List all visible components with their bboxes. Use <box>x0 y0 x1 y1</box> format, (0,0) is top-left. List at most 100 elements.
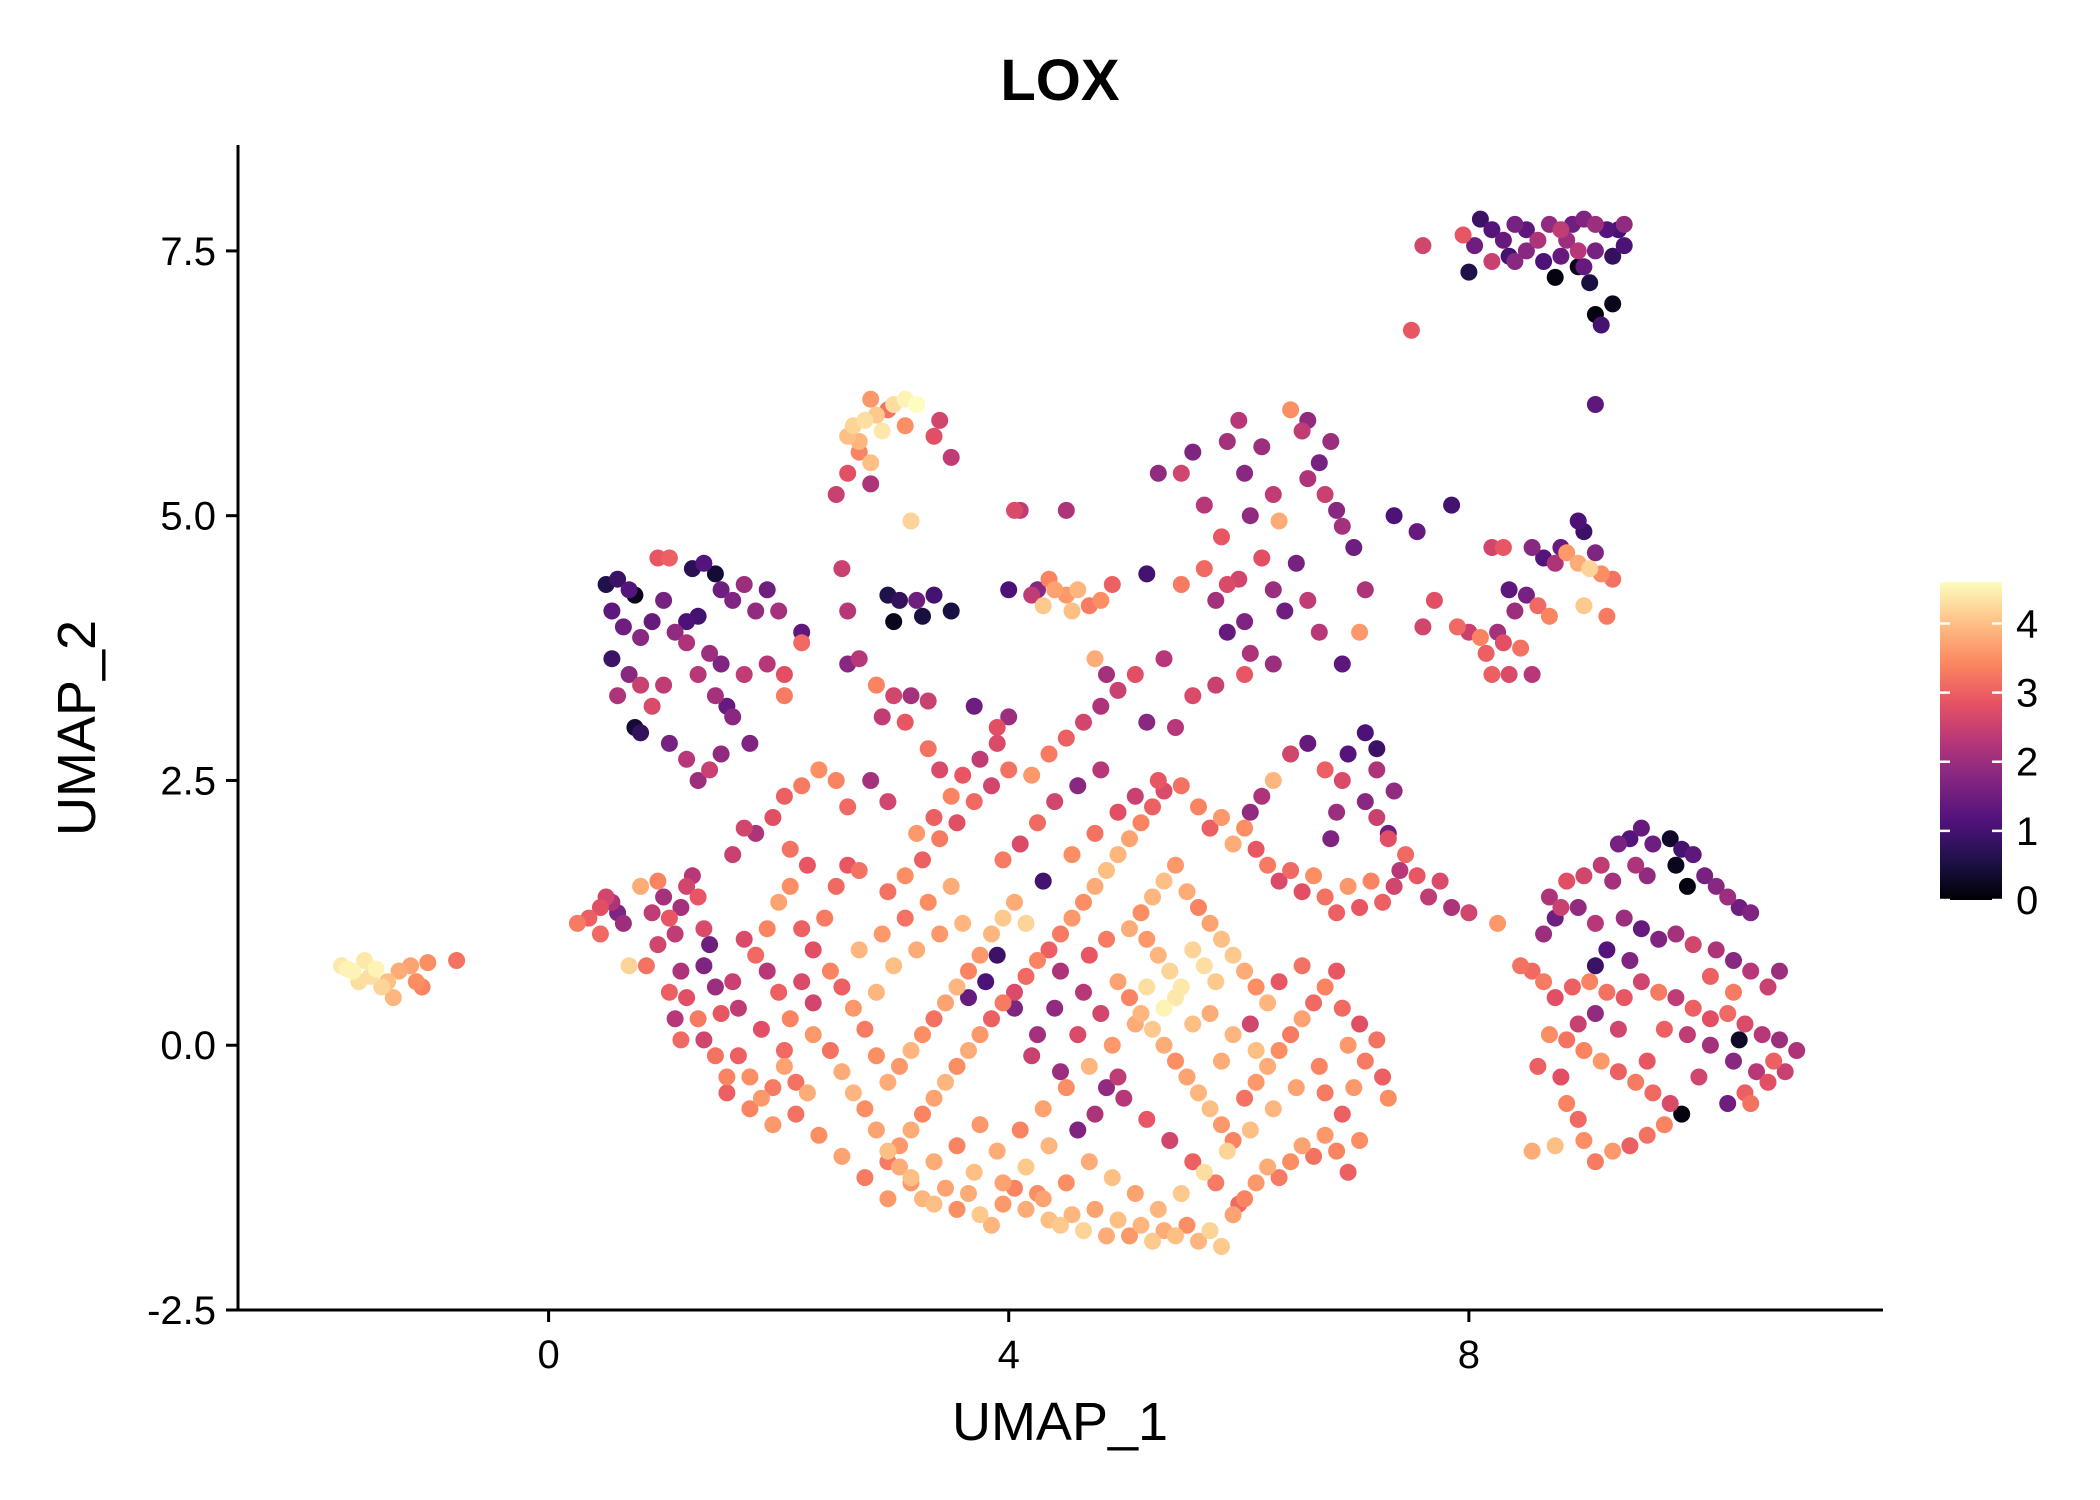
cell-point <box>1149 464 1167 482</box>
cell-point <box>1310 1057 1328 1075</box>
cell-point <box>1333 999 1351 1017</box>
cell-point <box>1546 268 1564 286</box>
cell-point <box>1190 1232 1207 1250</box>
cell-point <box>1213 809 1230 826</box>
cell-point <box>1161 962 1179 980</box>
cell-point <box>885 687 903 705</box>
cell-point <box>620 957 638 975</box>
cell-point <box>632 877 650 895</box>
cell-point <box>1310 454 1328 472</box>
cell-point <box>1615 989 1633 1007</box>
cell-point <box>862 454 880 472</box>
cell-point <box>1259 1057 1277 1075</box>
colorbar-tick-label: 2 <box>2016 741 2038 785</box>
cell-point <box>1184 443 1202 461</box>
cell-point <box>1351 623 1369 641</box>
cell-point <box>1517 586 1535 604</box>
cell-point <box>1017 1158 1035 1176</box>
cell-point <box>1299 591 1317 609</box>
cell-point <box>695 554 713 572</box>
cell-point <box>660 983 678 1001</box>
cell-point <box>1167 1052 1184 1070</box>
cell-point <box>1552 247 1570 265</box>
cell-point <box>1575 597 1593 615</box>
cell-point <box>1023 1047 1041 1065</box>
cell-point <box>1264 1100 1282 1118</box>
cell-point <box>1575 867 1593 885</box>
cell-point <box>896 713 914 731</box>
colorbar-gradient <box>1940 582 2002 900</box>
cell-point <box>724 973 742 991</box>
cell-point <box>1207 1174 1225 1192</box>
cell-point <box>862 772 880 789</box>
cell-point <box>632 724 650 742</box>
cell-point <box>660 734 678 752</box>
cell-point <box>1086 824 1104 842</box>
cell-point <box>1293 883 1311 901</box>
cell-point <box>1345 539 1363 556</box>
cell-point <box>1264 581 1282 599</box>
cell-point <box>1098 666 1115 683</box>
cell-point <box>678 750 696 768</box>
cell-point <box>908 824 926 842</box>
cell-point <box>1569 242 1587 260</box>
cell-point <box>1247 1042 1265 1059</box>
cell-point <box>1368 740 1386 758</box>
cell-point <box>983 925 1000 943</box>
cell-point <box>1678 1026 1696 1044</box>
cell-point <box>775 1042 793 1059</box>
cell-point <box>729 999 747 1017</box>
cell-point <box>1586 242 1604 260</box>
cell-point <box>1598 983 1616 1001</box>
cell-point <box>1627 856 1645 874</box>
cell-point <box>925 1153 943 1171</box>
cell-point <box>724 708 742 726</box>
cell-point <box>712 581 730 599</box>
cell-point <box>1385 782 1403 800</box>
cell-point <box>1034 872 1052 890</box>
cell-point <box>1558 544 1576 562</box>
cell-point <box>1431 872 1449 890</box>
x-axis-ticks: 0 4 8 <box>537 1310 1480 1377</box>
x-axis-label: UMAP_1 <box>952 1392 1168 1452</box>
cell-point <box>850 941 868 959</box>
cell-point <box>988 946 1006 964</box>
cell-point <box>948 1200 966 1218</box>
cell-point <box>1201 1100 1219 1118</box>
cell-point <box>1149 946 1167 964</box>
cell-point <box>1184 1153 1202 1171</box>
cell-point <box>816 909 834 927</box>
cell-point <box>821 1042 839 1059</box>
cell-point <box>1632 920 1650 938</box>
cell-point <box>373 978 391 996</box>
cell-point <box>856 1169 874 1187</box>
color-legend: 0 1 2 3 4 <box>1940 582 2038 923</box>
cell-point <box>994 994 1012 1012</box>
cell-point <box>1029 1026 1046 1044</box>
cell-point <box>1155 999 1173 1017</box>
cell-point <box>1742 1095 1760 1112</box>
cell-point <box>1736 1015 1754 1033</box>
cell-point <box>1247 840 1265 858</box>
cell-point <box>1195 957 1213 975</box>
cell-point <box>1719 888 1737 906</box>
cell-point <box>902 687 920 705</box>
x-tick-label: 4 <box>998 1333 1020 1377</box>
cell-point <box>1725 952 1742 969</box>
cell-point <box>1109 846 1127 864</box>
cell-point <box>655 888 673 906</box>
cell-point <box>1115 1089 1133 1107</box>
cell-point <box>1103 1169 1121 1187</box>
cell-point <box>1241 507 1259 525</box>
cell-point <box>1569 1015 1587 1033</box>
cell-point <box>1167 856 1184 874</box>
cell-point <box>1132 1005 1150 1022</box>
cell-point <box>1356 581 1374 599</box>
cell-point <box>867 676 885 694</box>
cell-point <box>931 830 949 848</box>
cell-point <box>1368 809 1386 826</box>
cell-point <box>1655 1020 1673 1038</box>
cell-point <box>931 925 949 943</box>
cell-point <box>1040 941 1058 959</box>
cell-point <box>827 772 845 789</box>
